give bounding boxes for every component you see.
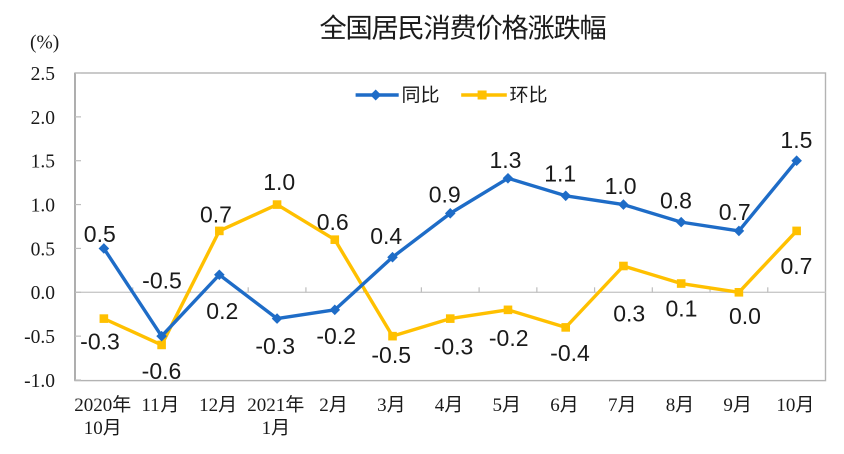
svg-text:-0.3: -0.3	[434, 334, 474, 360]
svg-text:1.3: 1.3	[490, 147, 522, 173]
svg-text:0.7: 0.7	[719, 199, 751, 225]
svg-text:0.7: 0.7	[200, 202, 232, 228]
svg-text:-1.0: -1.0	[24, 371, 55, 392]
svg-text:1: 1	[262, 418, 272, 439]
svg-text:-0.3: -0.3	[80, 329, 120, 355]
svg-text:7: 7	[608, 395, 618, 416]
svg-text:0.5: 0.5	[84, 221, 116, 247]
svg-text:0.2: 0.2	[206, 298, 238, 324]
svg-text:2.0: 2.0	[31, 108, 55, 129]
svg-text:0.7: 0.7	[781, 253, 813, 279]
svg-text:2: 2	[319, 395, 329, 416]
svg-text:-0.2: -0.2	[489, 325, 529, 351]
svg-text:1.1: 1.1	[544, 161, 576, 187]
svg-text:5: 5	[493, 395, 503, 416]
svg-text:0.1: 0.1	[666, 296, 698, 322]
svg-text:4: 4	[435, 395, 445, 416]
svg-text:2021: 2021	[247, 395, 285, 416]
svg-text:0.9: 0.9	[429, 181, 461, 207]
svg-text:-0.3: -0.3	[255, 333, 295, 359]
svg-text:2020: 2020	[74, 395, 112, 416]
svg-text:0.4: 0.4	[370, 223, 402, 249]
svg-text:-0.5: -0.5	[24, 327, 55, 348]
svg-text:(%): (%)	[30, 33, 59, 54]
svg-text:0.0: 0.0	[729, 303, 761, 329]
svg-text:6: 6	[550, 395, 560, 416]
svg-text:2.5: 2.5	[31, 64, 55, 85]
svg-text:1.5: 1.5	[780, 127, 812, 153]
svg-text:1.0: 1.0	[31, 196, 55, 217]
svg-text:0.6: 0.6	[317, 209, 349, 235]
svg-text:12: 12	[199, 395, 218, 416]
svg-text:8: 8	[666, 395, 676, 416]
svg-text:1.0: 1.0	[263, 169, 295, 195]
svg-text:-0.4: -0.4	[550, 340, 590, 366]
svg-text:10: 10	[84, 418, 103, 439]
svg-text:-0.2: -0.2	[316, 323, 356, 349]
svg-text:1.5: 1.5	[31, 152, 55, 173]
svg-text:9: 9	[723, 395, 733, 416]
svg-text:-0.6: -0.6	[142, 358, 182, 384]
svg-text:0.8: 0.8	[660, 188, 692, 214]
svg-text:0.0: 0.0	[31, 283, 55, 304]
svg-text:0.3: 0.3	[613, 301, 645, 327]
svg-text:-0.5: -0.5	[142, 268, 182, 294]
svg-text:-0.5: -0.5	[371, 342, 411, 368]
svg-text:11: 11	[141, 395, 159, 416]
svg-text:0.5: 0.5	[31, 239, 55, 260]
svg-text:1.0: 1.0	[605, 173, 637, 199]
svg-text:3: 3	[377, 395, 387, 416]
svg-text:10: 10	[776, 395, 795, 416]
